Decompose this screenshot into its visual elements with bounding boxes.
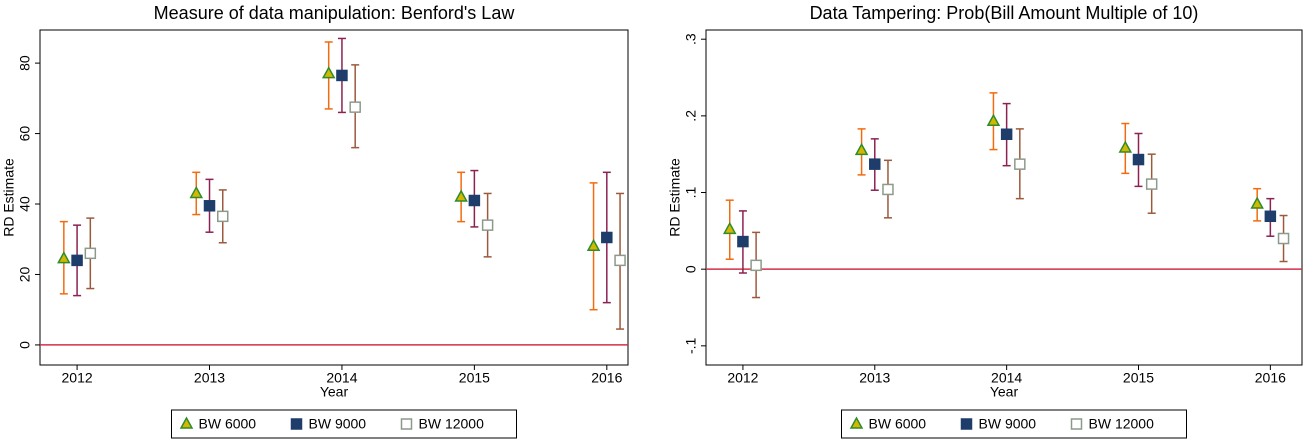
legend-label: BW 6000 (869, 416, 927, 432)
marker (290, 418, 303, 430)
legend-box (171, 409, 517, 439)
x-tick-label: 2012 (727, 370, 758, 386)
y-tick-label: -.1 (683, 337, 699, 354)
legend-label: BW 9000 (979, 416, 1037, 432)
marker (57, 251, 71, 264)
plot-area (39, 29, 629, 366)
plot-area (705, 29, 1303, 366)
marker (722, 221, 737, 235)
legend-label: BW 12000 (1089, 416, 1155, 432)
y-tick-label: .1 (683, 186, 699, 198)
marker (1277, 232, 1290, 245)
marker (71, 254, 83, 267)
marker (882, 183, 894, 196)
marker (336, 69, 348, 82)
x-tick-label: 2014 (991, 370, 1022, 386)
x-tick-label: 2013 (859, 370, 890, 386)
y-tick-label: 80 (17, 55, 33, 71)
y-axis-label: RD Estimate (667, 158, 683, 237)
marker (586, 238, 601, 252)
x-tick-label: 2016 (591, 370, 622, 386)
marker (468, 194, 481, 207)
panel: Measure of data manipulation: Benford's … (1, 3, 629, 439)
marker (854, 142, 869, 156)
marker (203, 200, 216, 212)
marker (737, 235, 749, 248)
marker (960, 418, 973, 430)
y-axis-label: RD Estimate (1, 158, 17, 237)
marker (849, 416, 864, 429)
marker (454, 189, 468, 202)
marker (349, 101, 361, 113)
y-tick-label: 0 (683, 265, 699, 273)
x-tick-label: 2016 (1255, 370, 1286, 386)
chart-title: Data Tampering: Prob(Bill Amount Multipl… (810, 3, 1199, 23)
marker (321, 66, 336, 79)
marker (217, 210, 229, 223)
legend-label: BW 6000 (199, 416, 257, 432)
marker (1145, 178, 1158, 190)
x-axis-label: Year (990, 384, 1019, 400)
panel: Data Tampering: Prob(Bill Amount Multipl… (667, 3, 1303, 439)
marker (189, 185, 204, 199)
y-tick-label: 0 (17, 341, 33, 349)
marker (1118, 140, 1133, 153)
x-tick-label: 2013 (194, 370, 225, 386)
y-tick-label: .3 (683, 33, 699, 45)
legend-label: BW 9000 (309, 416, 367, 432)
marker (1070, 418, 1083, 430)
legend-box (841, 409, 1187, 439)
marker (614, 254, 626, 267)
marker (1250, 196, 1264, 209)
x-tick-label: 2015 (459, 370, 490, 386)
marker (869, 158, 881, 170)
y-tick-label: 20 (17, 266, 33, 282)
legend-label: BW 12000 (419, 416, 485, 432)
x-tick-label: 2014 (326, 370, 357, 386)
y-tick-label: 40 (17, 196, 33, 212)
marker (1014, 158, 1026, 170)
marker (750, 259, 762, 272)
y-tick-label: 60 (17, 126, 33, 142)
marker (481, 219, 494, 231)
marker (1132, 153, 1145, 166)
marker (1264, 210, 1277, 223)
marker (400, 418, 413, 430)
marker (1000, 128, 1013, 141)
marker (179, 416, 194, 429)
marker (986, 113, 1001, 126)
x-tick-label: 2015 (1123, 370, 1154, 386)
marker (84, 247, 97, 260)
x-tick-label: 2012 (62, 370, 93, 386)
x-axis-label: Year (320, 384, 349, 400)
y-tick-label: .2 (683, 110, 699, 122)
marker (601, 231, 613, 244)
chart-title: Measure of data manipulation: Benford's … (154, 3, 516, 23)
